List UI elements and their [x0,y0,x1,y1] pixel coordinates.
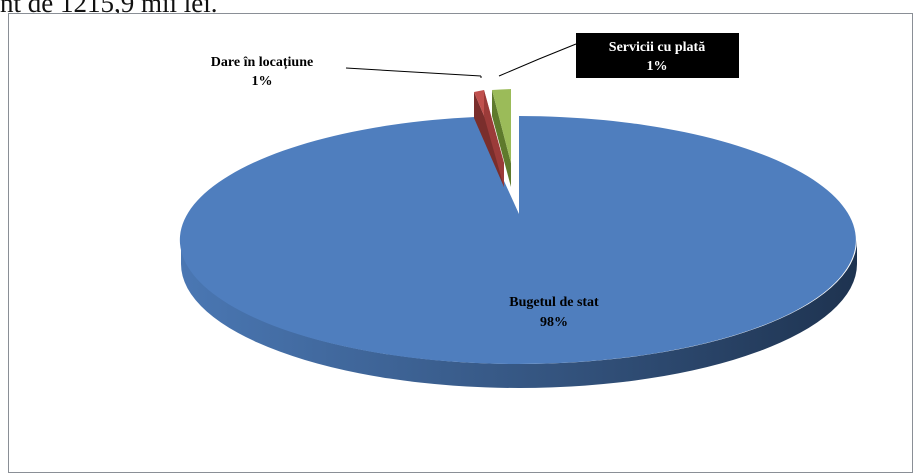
label-bugetul-percent: 98% [540,315,568,330]
slice-bugetul-de-stat [179,116,856,364]
label-servicii-percent: 1% [647,59,668,74]
slice-bugetul-side [181,240,857,388]
label-servicii-name: Servicii cu plată [609,40,705,55]
slice-locatiune-side [474,92,504,187]
chart-area: Dare în locațiune 1% Servicii cu plată 1… [8,13,913,473]
slice-servicii-cu-plata [492,89,511,163]
callout-servicii-box [576,33,739,78]
leader-line-servicii [498,43,577,77]
leader-line-locatiune [345,67,482,77]
pie-chart: Dare în locațiune 1% Servicii cu plată 1… [179,33,857,388]
slice-servicii-side [492,90,511,187]
label-locatiune-name: Dare în locațiune [211,55,313,70]
label-locatiune-percent: 1% [252,74,273,89]
label-bugetul-name: Bugetul de stat [509,295,599,310]
